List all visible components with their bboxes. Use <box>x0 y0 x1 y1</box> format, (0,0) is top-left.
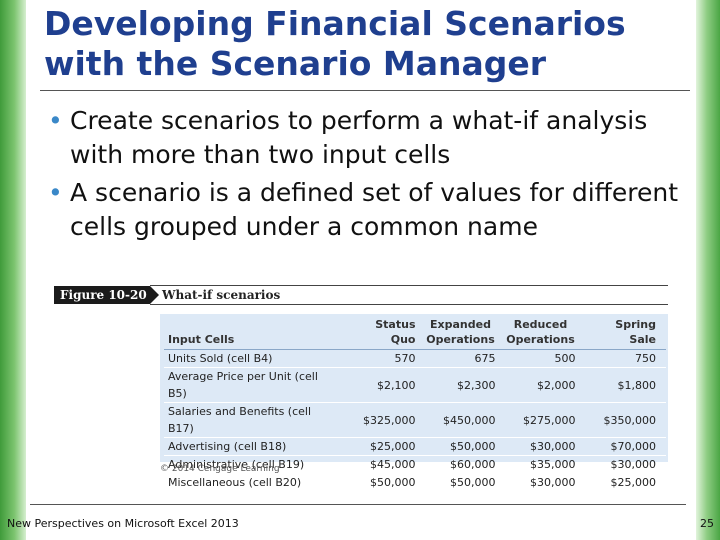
table-row: Units Sold (cell B4) 570 675 500 750 <box>164 349 666 368</box>
column-header-spring-sale: Spring Sale <box>615 318 656 346</box>
figure-header-bottom-rule <box>150 304 668 305</box>
cell-reduced-operations: $30,000 <box>505 437 586 456</box>
cell-spring-sale: $70,000 <box>585 437 666 456</box>
cell-status-quo: $325,000 <box>347 402 426 438</box>
table-row: Salaries and Benefits (cell B17) $325,00… <box>164 402 666 438</box>
cell-spring-sale: 750 <box>585 349 666 368</box>
figure-number-arrow <box>150 286 159 304</box>
slide-title-line-2: with the Scenario Manager <box>44 44 547 83</box>
cell-status-quo: $25,000 <box>347 437 426 456</box>
figure-header: Figure 10-20 What-if scenarios <box>54 284 668 306</box>
row-label: Salaries and Benefits (cell B17) <box>164 402 348 438</box>
cell-spring-sale: $1,800 <box>585 367 666 403</box>
cell-reduced-operations: $35,000 <box>505 455 586 474</box>
bullet-list: • Create scenarios to perform a what-if … <box>48 104 688 248</box>
table-row: Administrative (cell B19) $45,000 $60,00… <box>164 455 666 474</box>
figure-credit: © 2014 Cengage Learning <box>160 464 280 474</box>
cell-reduced-operations: $275,000 <box>505 402 586 438</box>
slide-title-line-1: Developing Financial Scenarios <box>44 4 626 43</box>
cell-reduced-operations: $30,000 <box>505 473 586 492</box>
table-row: Miscellaneous (cell B20) $50,000 $50,000… <box>164 473 666 492</box>
column-header-expanded-operations: Expanded Operations <box>426 318 495 346</box>
figure-number: Figure 10-20 <box>54 286 150 304</box>
figure-title: What-if scenarios <box>162 288 281 302</box>
cell-expanded-operations: $50,000 <box>425 473 506 492</box>
figure-header-top-rule <box>150 285 668 286</box>
row-label: Advertising (cell B18) <box>164 437 348 456</box>
figure-what-if-scenarios: Figure 10-20 What-if scenarios Input Cel… <box>54 284 670 492</box>
title-divider <box>40 90 690 91</box>
row-label: Average Price per Unit (cell B5) <box>164 367 348 403</box>
cell-expanded-operations: $60,000 <box>425 455 506 474</box>
table-header-row: Input Cells Status Quo Expanded Operatio… <box>164 317 666 350</box>
bullet-text: A scenario is a defined set of values fo… <box>70 178 679 241</box>
right-accent-bar <box>696 0 720 540</box>
slide-number: 25 <box>700 517 714 530</box>
cell-reduced-operations: 500 <box>505 349 586 368</box>
slide-title: Developing Financial Scenarios with the … <box>44 4 684 84</box>
cell-status-quo: $50,000 <box>347 473 426 492</box>
cell-status-quo: 570 <box>347 349 426 368</box>
column-header-status-quo: Status Quo <box>375 318 416 346</box>
bullet-item: • Create scenarios to perform a what-if … <box>48 104 688 172</box>
footer-course-title: New Perspectives on Microsoft Excel 2013 <box>7 517 239 530</box>
cell-expanded-operations: 675 <box>425 349 506 368</box>
bullet-dot-icon: • <box>48 178 63 207</box>
bullet-item: • A scenario is a defined set of values … <box>48 176 688 244</box>
bullet-dot-icon: • <box>48 106 63 135</box>
cell-expanded-operations: $450,000 <box>425 402 506 438</box>
cell-spring-sale: $25,000 <box>585 473 666 492</box>
row-label: Administrative (cell B19) <box>164 455 348 474</box>
cell-status-quo: $45,000 <box>347 455 426 474</box>
bullet-text: Create scenarios to perform a what-if an… <box>70 106 648 169</box>
row-label: Miscellaneous (cell B20) <box>164 473 348 492</box>
row-label: Units Sold (cell B4) <box>164 349 348 368</box>
cell-reduced-operations: $2,000 <box>505 367 586 403</box>
cell-status-quo: $2,100 <box>347 367 426 403</box>
cell-spring-sale: $30,000 <box>585 455 666 474</box>
column-header-reduced-operations: Reduced Operations <box>506 318 575 346</box>
cell-expanded-operations: $2,300 <box>425 367 506 403</box>
table-row: Average Price per Unit (cell B5) $2,100 … <box>164 367 666 403</box>
column-header-input-cells: Input Cells <box>168 333 235 346</box>
footer-divider <box>30 504 686 505</box>
scenario-table: Input Cells Status Quo Expanded Operatio… <box>164 317 666 492</box>
table-row: Advertising (cell B18) $25,000 $50,000 $… <box>164 437 666 456</box>
cell-spring-sale: $350,000 <box>585 402 666 438</box>
left-accent-bar <box>0 0 26 540</box>
cell-expanded-operations: $50,000 <box>425 437 506 456</box>
